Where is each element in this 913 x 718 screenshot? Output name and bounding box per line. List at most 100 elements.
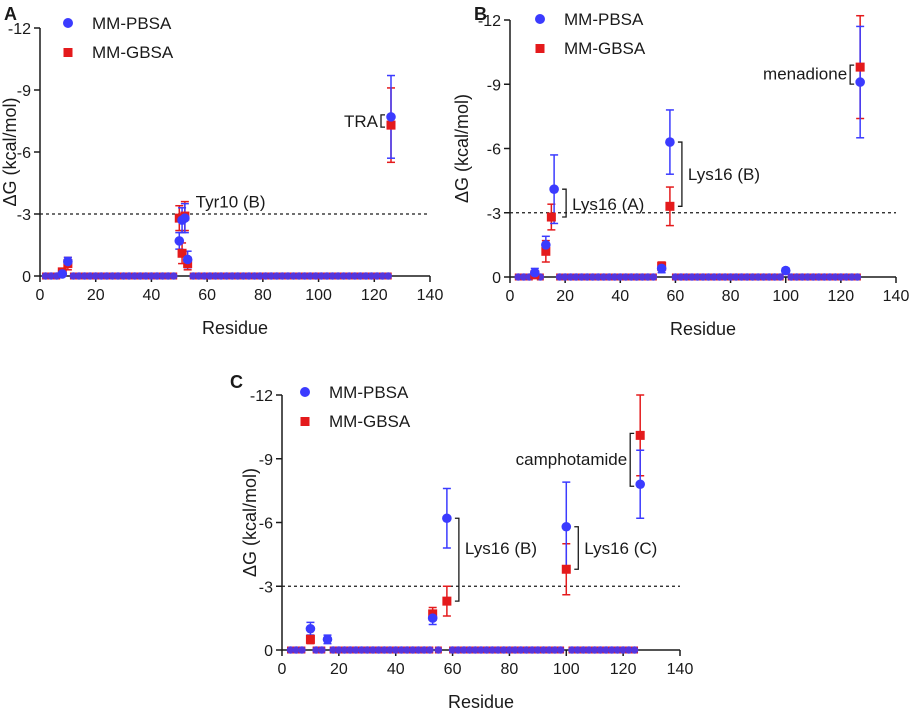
y-tick-label: 0	[492, 270, 501, 287]
y-axis-title: ΔG (kcal/mol)	[0, 97, 20, 206]
pbsa-point	[848, 273, 856, 281]
pbsa-point	[340, 646, 349, 654]
y-tick-label: -6	[259, 516, 273, 533]
pbsa-point	[352, 646, 360, 654]
pbsa-point	[108, 272, 117, 280]
pbsa-point	[649, 273, 658, 281]
pbsa-point	[471, 646, 480, 654]
x-axis-title: Residue	[670, 319, 736, 339]
pbsa-point	[47, 272, 55, 280]
gbsa-point	[561, 564, 571, 574]
pbsa-point	[517, 646, 525, 654]
pbsa-point	[594, 273, 603, 281]
annotation-label: TRA	[344, 112, 379, 131]
pbsa-point	[305, 623, 316, 634]
pbsa-point	[610, 273, 619, 281]
legend-label-pbsa: MM-PBSA	[92, 14, 172, 33]
pbsa-point	[465, 646, 474, 654]
x-tick-label: 20	[87, 287, 105, 304]
pbsa-point	[514, 273, 523, 281]
y-axis-title: ΔG (kcal/mol)	[240, 468, 260, 577]
pbsa-point	[477, 646, 485, 654]
x-tick-label: 100	[772, 288, 799, 305]
pbsa-point	[572, 273, 580, 281]
pbsa-point	[842, 273, 851, 281]
pbsa-point	[363, 646, 372, 654]
pbsa-point	[306, 272, 315, 280]
pbsa-point	[770, 273, 779, 281]
pbsa-point	[367, 272, 376, 280]
pbsa-point	[566, 273, 575, 281]
pbsa-point	[585, 646, 593, 654]
x-tick-label: 20	[330, 661, 348, 678]
pbsa-point	[568, 646, 576, 654]
legend-marker-pbsa	[63, 18, 73, 28]
pbsa-point	[136, 272, 145, 280]
pbsa-point	[573, 646, 582, 654]
y-tick-label: 0	[22, 269, 31, 286]
pbsa-point	[549, 184, 559, 194]
x-tick-label: 40	[387, 661, 405, 678]
pbsa-point	[378, 272, 387, 280]
pbsa-point	[721, 273, 729, 281]
legend-label-pbsa: MM-PBSA	[564, 10, 644, 29]
pbsa-point	[607, 646, 616, 654]
gbsa-point	[305, 634, 315, 644]
pbsa-point	[317, 272, 326, 280]
annotation-label: menadione	[763, 65, 847, 84]
pbsa-point	[239, 272, 248, 280]
pbsa-point	[693, 273, 702, 281]
pbsa-point	[222, 272, 231, 280]
pbsa-point	[561, 273, 569, 281]
legend-label-pbsa: MM-PBSA	[329, 383, 409, 402]
pbsa-point	[545, 646, 554, 654]
pbsa-point	[732, 273, 740, 281]
pbsa-point	[759, 273, 768, 281]
annotation-bracket	[629, 432, 635, 487]
pbsa-point	[180, 213, 190, 223]
pbsa-point	[809, 273, 818, 281]
pbsa-point	[329, 646, 337, 654]
legend-marker-pbsa	[535, 14, 545, 24]
gbsa-point	[386, 120, 396, 130]
pbsa-point	[803, 273, 812, 281]
pbsa-point	[369, 646, 377, 654]
pbsa-point	[182, 254, 193, 265]
x-tick-label: 0	[36, 287, 45, 304]
annotation-label: Lys16 (B)	[465, 539, 537, 558]
pbsa-point	[579, 646, 588, 654]
pbsa-point	[250, 272, 259, 280]
pbsa-point	[427, 613, 438, 623]
pbsa-point	[622, 273, 630, 281]
pbsa-point	[147, 272, 156, 280]
pbsa-point	[454, 646, 463, 654]
chart-panel-b: B 0 20 40 60 80 100 120 140 -12 -9 -6 -3 0 Residue ΔG (…	[452, 4, 909, 339]
pbsa-point	[831, 273, 840, 281]
pbsa-point	[158, 272, 167, 280]
pbsa-point	[386, 646, 394, 654]
pbsa-point	[530, 267, 540, 278]
pbsa-point	[534, 646, 542, 654]
pbsa-point	[189, 272, 198, 280]
pbsa-point	[644, 273, 652, 281]
pbsa-point	[748, 273, 757, 281]
pbsa-point	[625, 646, 633, 654]
pbsa-point	[346, 646, 355, 654]
pbsa-point	[635, 479, 645, 490]
pbsa-point	[737, 273, 746, 281]
pbsa-point	[556, 646, 565, 654]
gbsa-point	[177, 248, 187, 258]
pbsa-point	[505, 646, 514, 654]
x-tick-label: 60	[667, 288, 685, 305]
pbsa-point	[130, 272, 139, 280]
pbsa-point	[656, 263, 667, 274]
pbsa-point	[577, 273, 586, 281]
x-tick-label: 40	[143, 287, 161, 304]
pbsa-point	[228, 272, 237, 280]
legend-label-gbsa: MM-GBSA	[92, 43, 174, 62]
pbsa-point	[125, 272, 133, 280]
x-tick-label: 120	[828, 288, 855, 305]
pbsa-point	[80, 272, 89, 280]
y-tick-label: -9	[17, 83, 31, 100]
pbsa-point	[57, 269, 68, 279]
